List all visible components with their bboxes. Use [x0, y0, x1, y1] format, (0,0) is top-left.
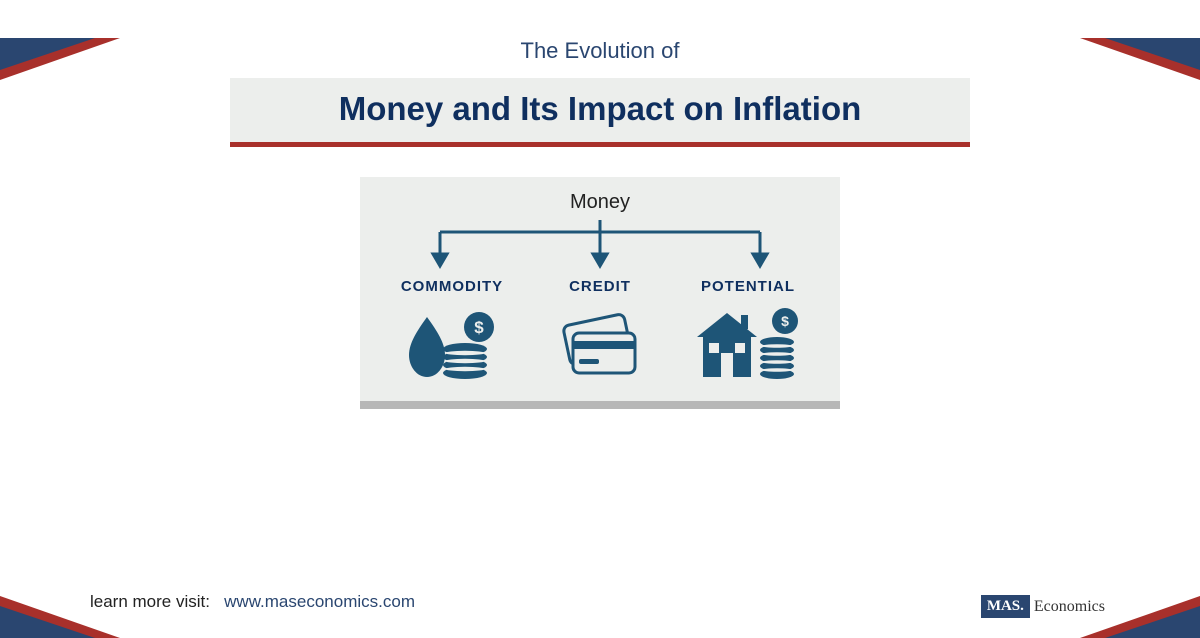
svg-text:$: $ [781, 313, 789, 329]
logo-box: MAS. [981, 595, 1030, 618]
corner-decoration [1105, 606, 1200, 638]
corner-decoration [1105, 38, 1200, 70]
tree-connector [380, 220, 820, 270]
title-main: Money and Its Impact on Inflation [230, 90, 970, 128]
diagram-root-label: Money [378, 191, 822, 214]
branch-potential: POTENTIAL [674, 278, 822, 383]
corner-decoration [0, 38, 95, 70]
branch-commodity: COMMODITY $ [378, 278, 526, 383]
branch-label: COMMODITY [378, 278, 526, 295]
footer-prefix: learn more visit: [90, 592, 210, 611]
branch-label: CREDIT [526, 278, 674, 295]
credit-cards-icon [526, 303, 674, 383]
title-box: Money and Its Impact on Inflation [230, 78, 970, 147]
brand-logo: MAS. Economics [981, 595, 1105, 618]
footer: learn more visit: www.maseconomics.com [90, 592, 415, 612]
branch-label: POTENTIAL [674, 278, 822, 295]
drop-coins-icon: $ [378, 303, 526, 383]
title-pre: The Evolution of [0, 38, 1200, 64]
corner-decoration [0, 606, 95, 638]
house-coins-icon: $ [674, 303, 822, 383]
branch-credit: CREDIT [526, 278, 674, 383]
money-diagram: Money COMMODITY [360, 177, 840, 409]
branches-row: COMMODITY $ [378, 278, 822, 383]
svg-text:$: $ [474, 318, 484, 337]
logo-text: Economics [1034, 598, 1105, 616]
footer-link[interactable]: www.maseconomics.com [224, 592, 415, 611]
